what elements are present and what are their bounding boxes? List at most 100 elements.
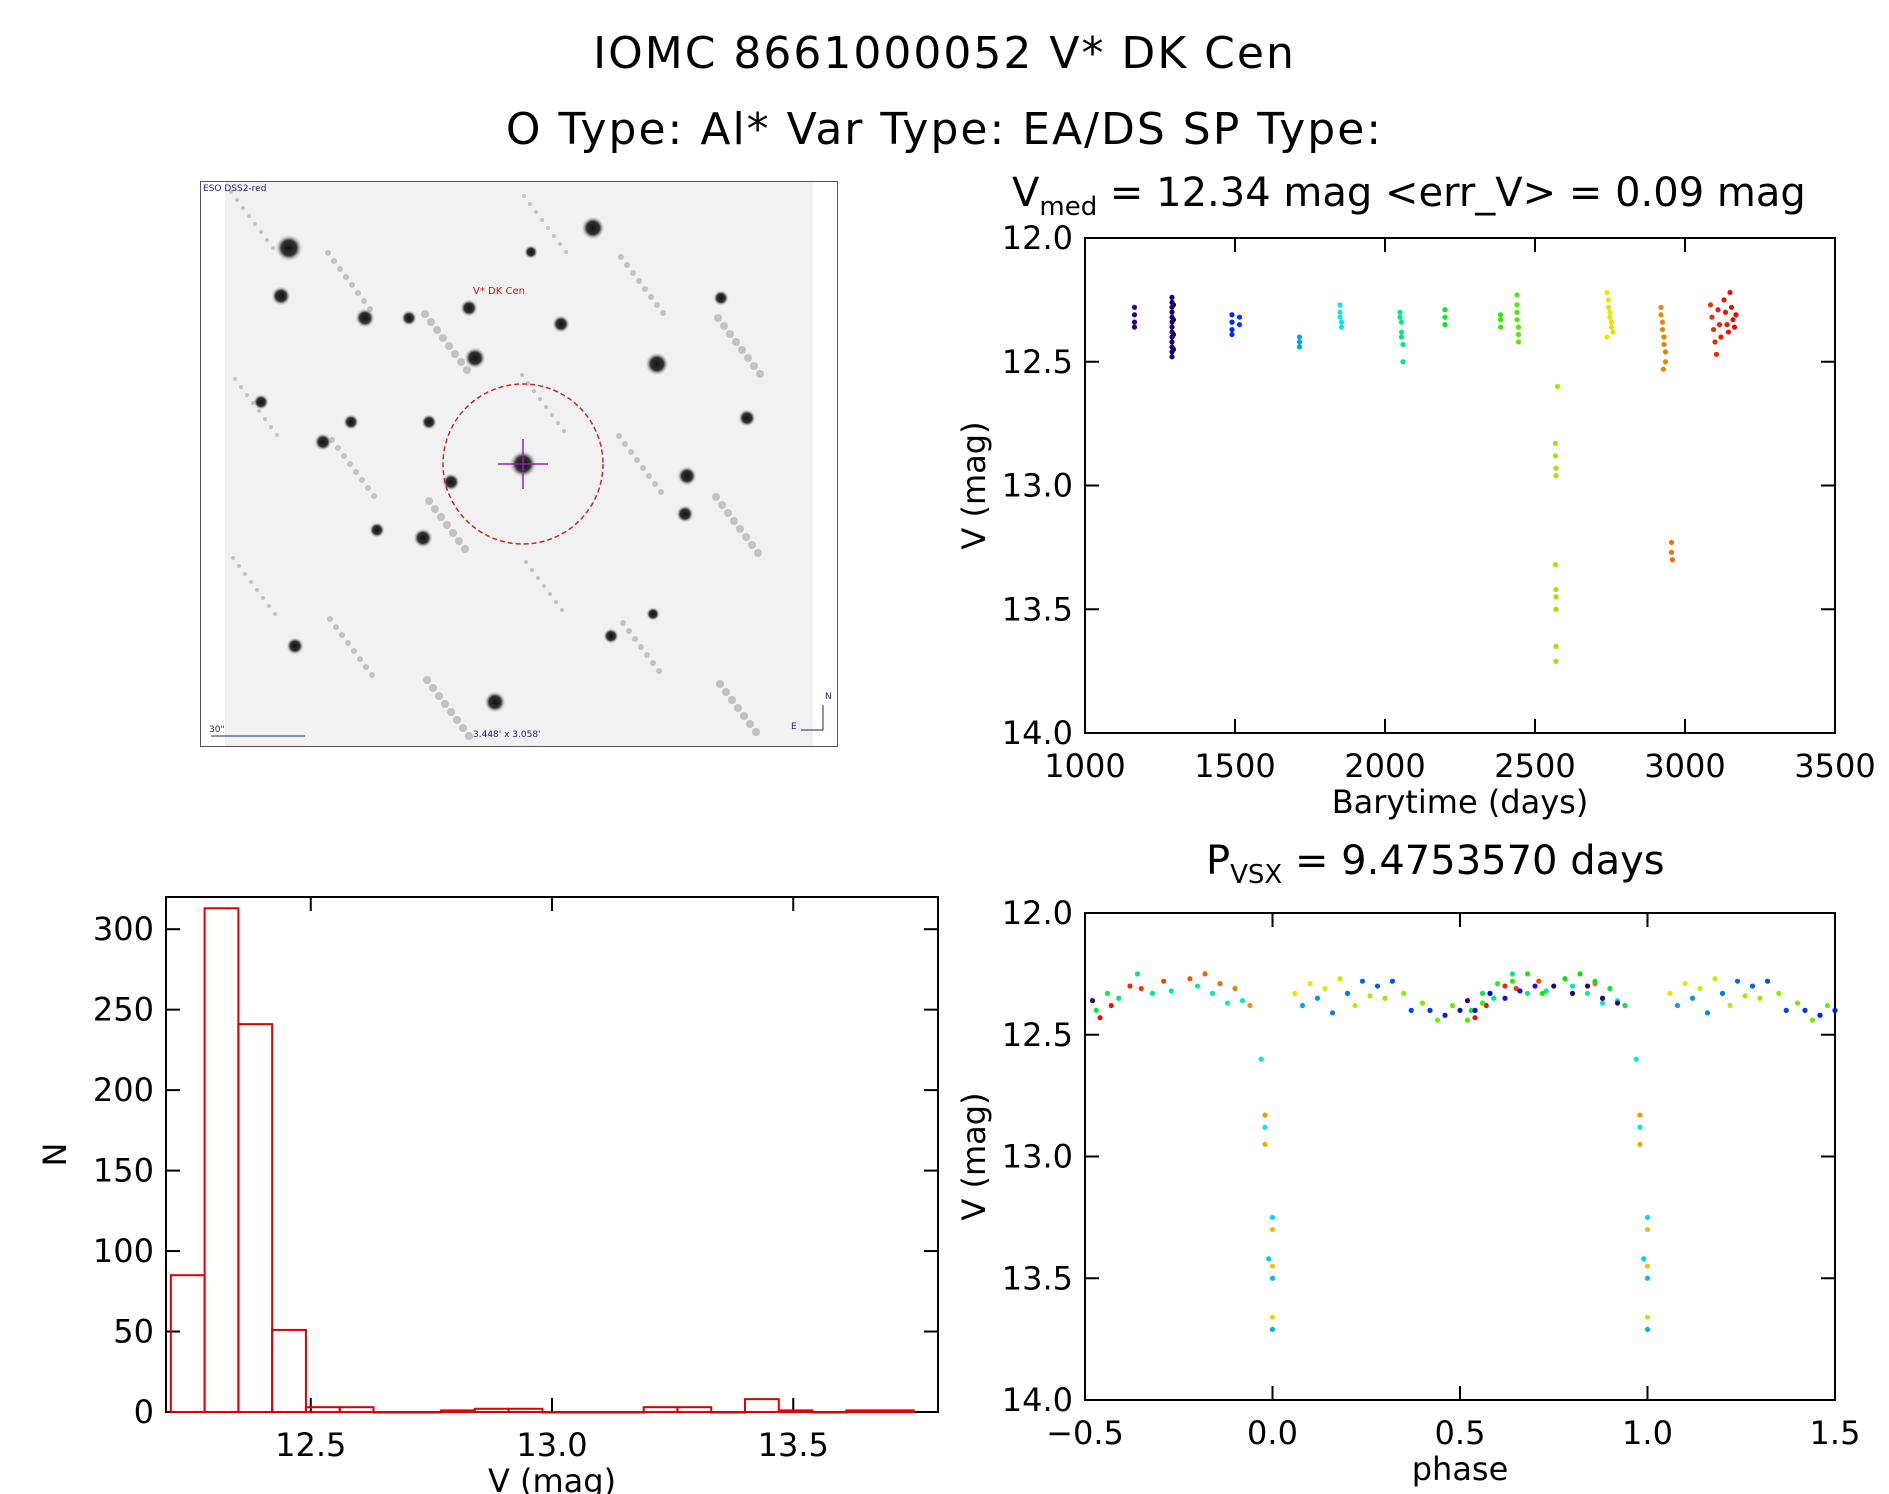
- histogram-bar: [575, 1411, 611, 1414]
- finder-faint-star: [654, 302, 660, 308]
- phased-point: [1637, 1112, 1643, 1118]
- lightcurve-point: [1552, 453, 1558, 459]
- lightcurve-point: [1554, 383, 1561, 390]
- phased-title: PVSX = 9.4753570 days: [1206, 838, 1665, 890]
- phased-point: [1532, 983, 1538, 989]
- lightcurve-point: [1552, 440, 1558, 447]
- phased-point: [1464, 998, 1471, 1004]
- lightcurve-point: [1400, 359, 1406, 365]
- lightcurve-point: [1515, 339, 1522, 345]
- finder-faint-star: [247, 214, 251, 218]
- finder-faint-star: [341, 453, 347, 459]
- histogram-bar: [541, 1411, 578, 1414]
- finder-faint-star: [756, 370, 764, 378]
- phased-point: [1116, 995, 1122, 1001]
- finder-faint-star: [632, 636, 638, 642]
- finder-star: [484, 691, 506, 713]
- lightcurve-point: [1514, 309, 1520, 315]
- phased-point: [1809, 1017, 1816, 1023]
- lightcurve-point: [1131, 312, 1138, 318]
- finder-faint-star: [522, 194, 526, 198]
- histogram-bar: [406, 1411, 443, 1414]
- lightcurve-point: [1727, 289, 1733, 296]
- finder-faint-star: [459, 724, 467, 732]
- lightcurve-point: [1170, 302, 1177, 308]
- finder-faint-star: [642, 286, 648, 292]
- finder-faint-star: [540, 218, 544, 222]
- phased-xtick-label: 1.5: [1810, 1414, 1861, 1452]
- lightcurve-point: [1229, 326, 1235, 333]
- finder-faint-star: [724, 509, 732, 517]
- finder-faint-star: [461, 545, 469, 553]
- finder-faint-star: [367, 306, 373, 312]
- finder-faint-star: [429, 684, 437, 692]
- lightcurve-point: [1170, 346, 1177, 352]
- histogram-ytick-label: 50: [113, 1313, 154, 1351]
- phased-point: [1093, 1007, 1099, 1014]
- lightcurve-point: [1497, 312, 1504, 318]
- finder-fov-label: 3.448' x 3.058': [473, 730, 541, 740]
- finder-faint-star: [530, 568, 534, 572]
- lightcurve-point: [1397, 314, 1403, 320]
- lightcurve-point: [1514, 302, 1520, 308]
- phased-point: [1269, 1326, 1276, 1332]
- histogram-ytick-label: 100: [93, 1232, 154, 1270]
- histogram-bar: [710, 1411, 746, 1414]
- finder-star: [314, 433, 332, 451]
- lightcurve-point: [1515, 331, 1522, 338]
- finder-faint-star: [538, 397, 542, 401]
- finder-faint-star: [536, 576, 540, 580]
- finder-star: [464, 347, 486, 369]
- finder-star: [286, 637, 304, 655]
- histogram-bar: [372, 1411, 409, 1414]
- phased-ytick-label: 14.0: [1002, 1381, 1073, 1419]
- finder-faint-star: [638, 644, 644, 650]
- finder-faint-star: [626, 628, 632, 634]
- finder-north-label: N: [825, 692, 832, 702]
- phased-ytick-label: 12.5: [1002, 1016, 1073, 1054]
- finder-faint-star: [528, 202, 532, 206]
- phased-point: [1299, 1002, 1306, 1009]
- histogram-bar: [169, 1274, 206, 1413]
- finder-faint-star: [447, 708, 455, 716]
- phased-point: [1614, 1000, 1621, 1006]
- lightcurve-point: [1338, 319, 1345, 325]
- lightcurve-title: Vmed = 12.34 mag <err_V> = 0.09 mag: [1012, 170, 1806, 222]
- finder-target-label: V* DK Cen: [473, 286, 525, 297]
- phased-point: [1262, 1141, 1268, 1147]
- phased-point: [1389, 978, 1396, 984]
- histogram-bar: [338, 1406, 375, 1413]
- lightcurve-ytick-label: 14.0: [1002, 714, 1073, 752]
- phased-point: [1539, 990, 1546, 996]
- lightcurve-point: [1662, 359, 1669, 365]
- phased-point: [1194, 983, 1201, 989]
- phased-point: [1749, 983, 1756, 989]
- finder-faint-star: [714, 314, 722, 322]
- finder-faint-star: [255, 588, 259, 592]
- histogram-bar: [507, 1407, 544, 1413]
- finder-faint-star: [369, 672, 375, 678]
- finder-faint-star: [333, 624, 339, 630]
- lightcurve-point: [1553, 643, 1559, 649]
- finder-faint-star: [457, 358, 465, 366]
- lightcurve-point: [1710, 326, 1717, 333]
- finder-faint-star: [646, 473, 652, 479]
- histogram-xtick-label: 13.0: [516, 1426, 587, 1464]
- finder-faint-star: [253, 222, 257, 226]
- finder-faint-star: [658, 489, 664, 495]
- phased-point: [1217, 981, 1223, 987]
- finder-faint-star: [542, 584, 546, 588]
- phased-point: [1359, 978, 1366, 984]
- lightcurve-xtick-label: 3000: [1644, 747, 1725, 785]
- phased-point: [1727, 1002, 1733, 1009]
- lightcurve-point: [1660, 366, 1666, 372]
- histogram-xtick-label: 13.5: [758, 1426, 829, 1464]
- finder-faint-star: [618, 254, 624, 260]
- phased-point: [1667, 990, 1673, 996]
- phased-point: [1138, 985, 1144, 992]
- lightcurve-point: [1398, 334, 1405, 340]
- lightcurve-point: [1605, 297, 1612, 303]
- finder-faint-star: [453, 716, 461, 724]
- finder-faint-star: [449, 529, 457, 537]
- finder-faint-star: [257, 409, 261, 413]
